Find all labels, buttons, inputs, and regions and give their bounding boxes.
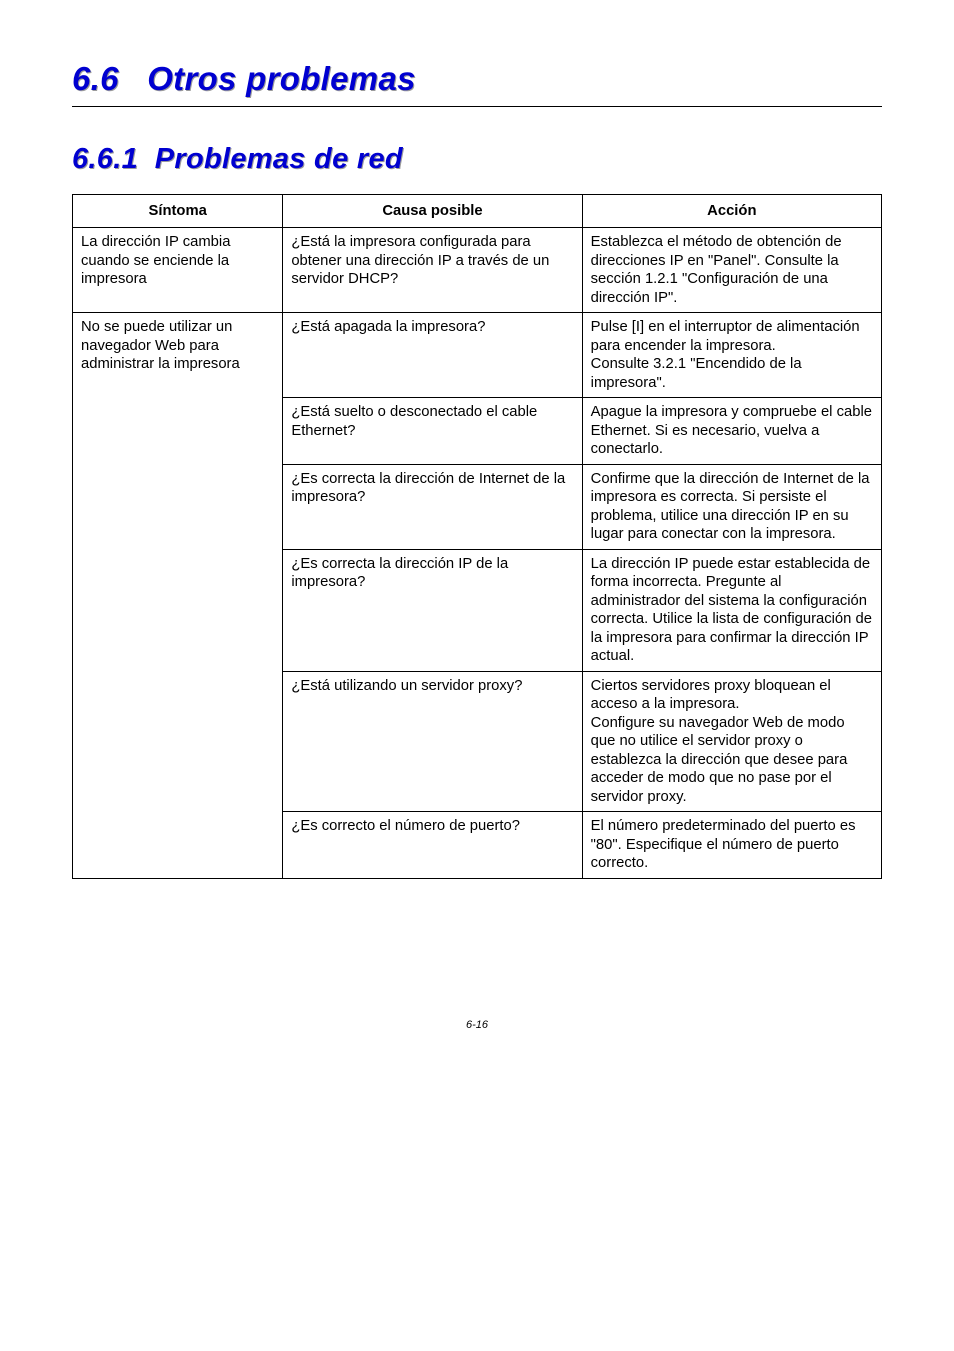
col-header-cause: Causa posible	[283, 195, 582, 228]
cell-action: Confirme que la dirección de Internet de…	[582, 464, 881, 549]
problems-table: Síntoma Causa posible Acción La direcció…	[72, 194, 882, 879]
section-title: 6.6 Otros problemas	[72, 60, 882, 107]
cell-cause: ¿Está apagada la impresora?	[283, 313, 582, 398]
table-row: La dirección IP cambia cuando se enciend…	[73, 228, 882, 313]
cell-action: La dirección IP puede estar establecida …	[582, 549, 881, 671]
subsection-number: 6.6.1	[72, 143, 138, 175]
cell-cause: ¿Es correcto el número de puerto?	[283, 812, 582, 878]
table-row: No se puede utilizar un navegador Web pa…	[73, 313, 882, 398]
table-header-row: Síntoma Causa posible Acción	[73, 195, 882, 228]
subsection-title-text: Problemas de red	[155, 143, 403, 175]
subsection-title: 6.6.1 Problemas de red	[72, 143, 882, 176]
col-header-symptom: Síntoma	[73, 195, 283, 228]
cell-action: Pulse [I] en el interruptor de alimentac…	[582, 313, 881, 398]
cell-cause: ¿Está la impresora configurada para obte…	[283, 228, 582, 313]
cell-cause: ¿Está suelto o desconectado el cable Eth…	[283, 398, 582, 464]
page-container: 6.6 Otros problemas 6.6.1 Problemas de r…	[0, 0, 954, 1071]
cell-cause: ¿Es correcta la dirección IP de la impre…	[283, 549, 582, 671]
cell-action: El número predeterminado del puerto es "…	[582, 812, 881, 878]
section-number: 6.6	[72, 60, 119, 97]
cell-action: Establezca el método de obtención de dir…	[582, 228, 881, 313]
cell-action: Ciertos servidores proxy bloquean el acc…	[582, 671, 881, 811]
cell-symptom: La dirección IP cambia cuando se enciend…	[73, 228, 283, 313]
cell-symptom: No se puede utilizar un navegador Web pa…	[73, 313, 283, 878]
col-header-action: Acción	[582, 195, 881, 228]
page-number: 6-16	[72, 1019, 882, 1031]
section-title-text: Otros problemas	[147, 60, 416, 97]
cell-cause: ¿Está utilizando un servidor proxy?	[283, 671, 582, 811]
cell-cause: ¿Es correcta la dirección de Internet de…	[283, 464, 582, 549]
cell-action: Apague la impresora y compruebe el cable…	[582, 398, 881, 464]
